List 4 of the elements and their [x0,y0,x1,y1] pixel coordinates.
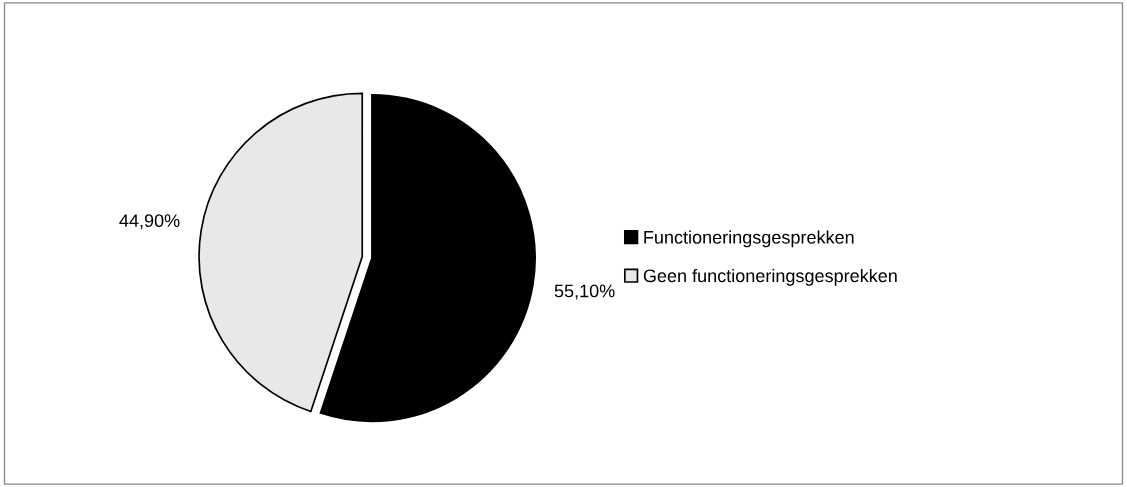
data-label: 55,10% [554,284,615,300]
legend-label: Geen functioneringsgesprekken [643,268,897,286]
legend-label: Functioneringsgesprekken [644,230,854,248]
data-label: 44,90% [119,214,180,230]
